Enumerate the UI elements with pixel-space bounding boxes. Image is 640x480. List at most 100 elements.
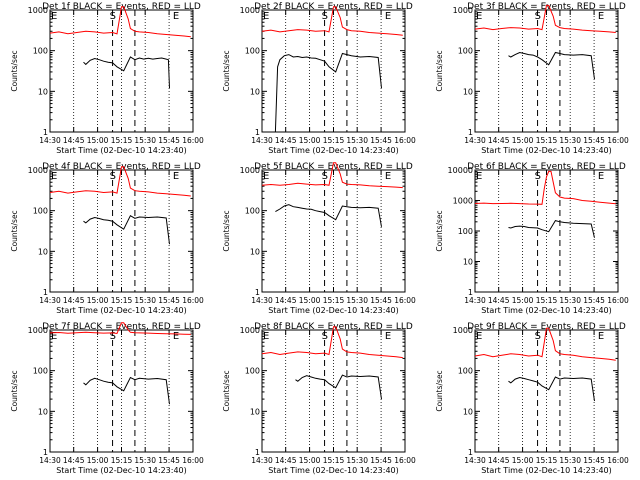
x-tick-label: 14:30	[251, 456, 273, 465]
y-tick-label: 1	[255, 288, 260, 297]
x-tick-label: 15:30	[559, 456, 581, 465]
x-tick-label: 15:00	[512, 456, 534, 465]
x-tick-label: 14:45	[275, 136, 297, 145]
x-tick-label: 16:00	[394, 136, 416, 145]
end-marker: E	[51, 171, 57, 182]
y-tick-label: 10	[38, 407, 48, 416]
x-tick-label: 15:00	[299, 296, 321, 305]
events-series-line	[275, 204, 382, 227]
x-tick-label: 15:30	[134, 136, 156, 145]
start-marker: S	[110, 171, 116, 182]
x-tick-label: 14:30	[251, 136, 273, 145]
x-tick-label: 14:30	[39, 296, 61, 305]
events-series-line	[83, 56, 170, 89]
end-marker: E	[476, 171, 482, 182]
x-tick-label: 15:45	[583, 136, 605, 145]
x-tick-label: 15:45	[370, 456, 392, 465]
x-axis-label: Start Time (02-Dec-10 14:23:40)	[268, 466, 399, 475]
events-series-line	[83, 376, 170, 405]
chart-title: Det 6f BLACK = Events, RED = LLD	[467, 162, 626, 172]
chart-panel-4: Det 4f BLACK = Events, RED = LLD11010010…	[10, 162, 204, 315]
y-axis-label: Counts/sec	[222, 50, 231, 91]
x-tick-label: 15:30	[134, 296, 156, 305]
end-marker: E	[385, 171, 391, 182]
end-marker: E	[173, 171, 179, 182]
events-series-line	[508, 220, 595, 238]
y-tick-label: 100	[33, 47, 48, 56]
chart-panel-2: Det 2f BLACK = Events, RED = LLD11010010…	[222, 2, 416, 155]
x-tick-label: 15:15	[323, 136, 345, 145]
y-tick-label: 10	[250, 407, 260, 416]
lld-series-line	[49, 322, 191, 335]
x-tick-label: 16:00	[394, 296, 416, 305]
y-tick-label: 1000	[28, 166, 48, 175]
x-tick-label: 15:00	[512, 296, 534, 305]
x-tick-label: 16:00	[182, 136, 204, 145]
end-marker: E	[476, 331, 482, 342]
start-marker: S	[535, 331, 541, 342]
events-series-line	[508, 51, 595, 80]
y-tick-label: 10	[463, 407, 473, 416]
x-tick-label: 16:00	[394, 456, 416, 465]
y-tick-label: 10	[463, 87, 473, 96]
x-tick-label: 15:15	[111, 456, 133, 465]
x-tick-label: 15:00	[87, 296, 109, 305]
start-marker: S	[322, 11, 328, 22]
y-tick-label: 100	[245, 207, 260, 216]
start-marker: S	[535, 11, 541, 22]
y-tick-label: 10	[250, 247, 260, 256]
y-tick-label: 1	[468, 288, 473, 297]
y-axis-label: Counts/sec	[10, 210, 19, 251]
start-marker: S	[322, 171, 328, 182]
x-tick-label: 14:45	[63, 136, 85, 145]
x-tick-label: 14:45	[488, 456, 510, 465]
end-marker: E	[385, 11, 391, 22]
x-tick-label: 15:30	[346, 456, 368, 465]
chart-panel-5: Det 5f BLACK = Events, RED = LLD 1 10 100 10…	[222, 162, 416, 315]
x-tick-label: 14:30	[464, 136, 486, 145]
end-marker: E	[385, 331, 391, 342]
y-tick-label: 100	[33, 367, 48, 376]
end-marker: E	[173, 331, 179, 342]
events-series-line	[274, 52, 382, 133]
lld-series-line	[49, 166, 191, 197]
x-tick-label: 15:00	[299, 136, 321, 145]
x-tick-label: 14:30	[464, 296, 486, 305]
end-marker: E	[51, 11, 57, 22]
y-axis-label: Counts/sec	[435, 50, 444, 91]
lld-series-line	[474, 170, 616, 205]
y-tick-label: 1	[255, 448, 260, 457]
y-axis-label: Counts/sec	[10, 50, 19, 91]
x-axis-label: Start Time (02-Dec-10 14:23:40)	[56, 306, 187, 315]
x-axis-label: Start Time (02-Dec-10 14:23:40)	[268, 306, 399, 315]
y-tick-label: 1000	[28, 326, 48, 335]
y-tick-label: 1	[43, 128, 48, 137]
end-marker: E	[476, 11, 482, 22]
chart-title: Det 7f BLACK = Events, RED = LLD	[42, 322, 201, 332]
lld-series-line	[49, 6, 191, 38]
y-tick-label: 100	[245, 47, 260, 56]
end-marker: E	[598, 11, 604, 22]
end-marker: E	[173, 11, 179, 22]
events-series-line	[295, 374, 382, 400]
x-axis-label: Start Time (02-Dec-10 14:23:40)	[56, 146, 187, 155]
end-marker: E	[263, 331, 269, 342]
x-tick-label: 15:15	[323, 456, 345, 465]
lld-series-line	[474, 327, 616, 361]
x-tick-label: 14:45	[488, 296, 510, 305]
x-tick-label: 14:45	[488, 136, 510, 145]
x-tick-label: 15:45	[158, 136, 180, 145]
y-axis-label: Counts/sec	[435, 370, 444, 411]
x-tick-label: 15:30	[346, 136, 368, 145]
x-tick-label: 14:45	[275, 456, 297, 465]
start-marker: S	[322, 331, 328, 342]
y-tick-label: 1000	[453, 326, 473, 335]
x-tick-label: 16:00	[182, 456, 204, 465]
events-series-line	[83, 215, 170, 245]
events-series-line	[508, 376, 595, 402]
x-axis-label: Start Time (02-Dec-10 14:23:40)	[481, 466, 612, 475]
x-tick-label: 15:15	[111, 296, 133, 305]
end-marker: E	[263, 171, 269, 182]
x-tick-label: 14:45	[275, 296, 297, 305]
